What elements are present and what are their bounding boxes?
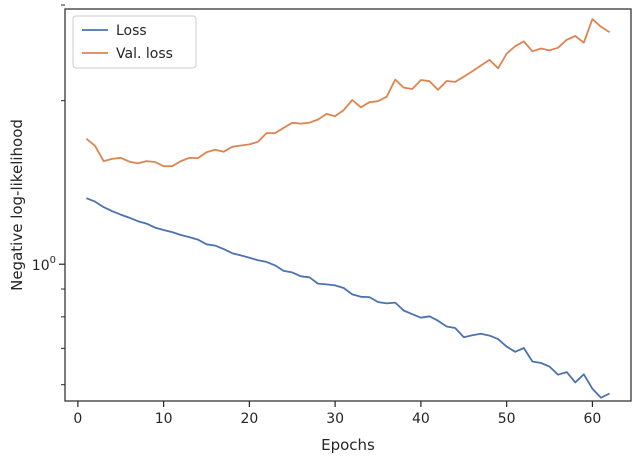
series-line-loss bbox=[86, 197, 610, 399]
x-tick-label: 50 bbox=[498, 411, 516, 427]
series-line-val-loss bbox=[85, 18, 611, 168]
y-tick-label: 100 bbox=[32, 255, 56, 274]
x-axis-label: Epochs bbox=[321, 436, 375, 454]
plot-frame bbox=[64, 8, 632, 402]
axis-layer: 0 10 20 30 40 50 60 100 bbox=[32, 4, 601, 427]
legend-label-val-loss: Val. loss bbox=[116, 46, 173, 62]
y-axis-label: Negative log-likelihood bbox=[8, 119, 26, 291]
legend: Loss Val. loss bbox=[72, 15, 197, 69]
series-layer bbox=[85, 18, 611, 399]
legend-box bbox=[72, 15, 197, 69]
x-tick-label: 0 bbox=[73, 411, 82, 427]
x-tick-label: 60 bbox=[583, 411, 601, 427]
x-tick-label: 40 bbox=[412, 411, 430, 427]
x-tick-label: 20 bbox=[240, 411, 258, 427]
x-tick-label: 10 bbox=[155, 411, 173, 427]
x-tick-label: 30 bbox=[326, 411, 344, 427]
legend-label-loss: Loss bbox=[116, 23, 147, 39]
